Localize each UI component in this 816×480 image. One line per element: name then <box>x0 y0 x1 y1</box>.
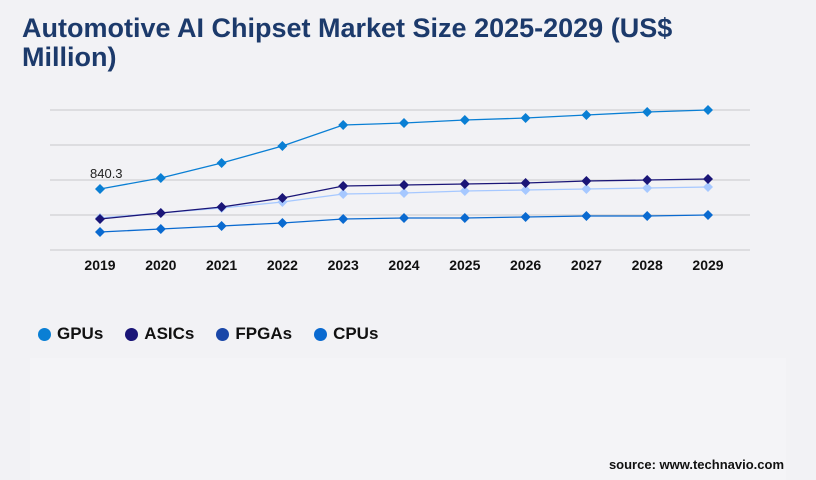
data-point-gpus <box>520 113 531 124</box>
background-panel <box>30 358 786 480</box>
legend-item-fpgas: FPGAs <box>216 324 292 344</box>
x-tick-label: 2020 <box>145 257 176 273</box>
data-point-cpus <box>338 214 349 225</box>
data-point-cpus <box>399 212 409 223</box>
legend-item-asics: ASICs <box>125 324 194 344</box>
data-point-fpgas <box>703 181 713 192</box>
data-point-fpgas <box>399 188 409 199</box>
x-tick-label: 2026 <box>510 257 541 273</box>
data-point-cpus <box>581 211 592 222</box>
legend: GPUs ASICs FPGAs CPUs <box>38 324 378 344</box>
data-point-gpus <box>399 118 409 129</box>
data-point-asics <box>95 214 105 225</box>
data-point-fpgas <box>642 183 653 194</box>
chart-title: Automotive AI Chipset Market Size 2025-2… <box>22 13 673 72</box>
legend-label: ASICs <box>144 324 195 343</box>
data-point-gpus <box>155 172 166 183</box>
data-point-asics <box>703 174 713 185</box>
data-point-cpus <box>520 211 531 222</box>
data-point-cpus <box>155 224 166 235</box>
legend-label: FPGAs <box>235 324 293 343</box>
data-point-gpus <box>703 105 713 116</box>
x-tick-label: 2025 <box>449 257 480 273</box>
data-point-fpgas <box>338 189 349 200</box>
x-tick-label: 2024 <box>388 257 419 273</box>
data-point-asics <box>277 193 288 204</box>
legend-item-cpus: CPUs <box>314 324 378 344</box>
x-tick-label: 2028 <box>632 257 663 273</box>
data-point-cpus <box>459 212 470 223</box>
data-point-gpus <box>459 114 470 125</box>
data-point-gpus <box>642 106 653 117</box>
data-label: 840.3 <box>90 166 123 181</box>
data-point-fpgas <box>581 184 592 195</box>
data-point-fpgas <box>459 185 470 196</box>
x-tick-label: 2019 <box>84 257 115 273</box>
x-tick-label: 2029 <box>692 257 723 273</box>
x-tick-label: 2022 <box>267 257 298 273</box>
x-tick-label: 2023 <box>328 257 359 273</box>
legend-label: GPUs <box>57 324 104 343</box>
data-point-asics <box>581 176 592 187</box>
data-point-asics <box>155 207 166 218</box>
data-point-asics <box>459 179 470 190</box>
data-point-gpus <box>95 183 105 194</box>
data-point-cpus <box>95 226 105 237</box>
data-point-cpus <box>703 210 713 221</box>
legend-label: CPUs <box>333 324 379 343</box>
data-point-asics <box>642 175 653 186</box>
data-point-gpus <box>216 158 227 169</box>
data-point-gpus <box>338 119 349 130</box>
legend-item-gpus: GPUs <box>38 324 103 344</box>
legend-marker-icon <box>125 327 139 341</box>
data-point-asics <box>216 202 227 213</box>
data-point-fpgas <box>520 184 531 195</box>
data-point-gpus <box>581 109 592 120</box>
data-point-cpus <box>277 217 288 228</box>
data-point-asics <box>399 180 409 191</box>
data-point-asics <box>338 180 349 191</box>
legend-marker-icon <box>38 327 51 341</box>
legend-marker-icon <box>314 327 328 341</box>
x-tick-label: 2021 <box>206 257 237 273</box>
data-point-cpus <box>642 211 653 222</box>
data-point-asics <box>520 177 531 188</box>
line-chart: 2019 2020 2021 2022 2023 2024 2025 2026 2027 2028… <box>50 105 750 273</box>
data-point-cpus <box>216 220 227 231</box>
x-tick-label: 2027 <box>571 257 602 273</box>
data-point-gpus <box>277 140 288 151</box>
source-label: source: www.technavio.com <box>608 457 784 472</box>
legend-marker-icon <box>216 327 230 341</box>
